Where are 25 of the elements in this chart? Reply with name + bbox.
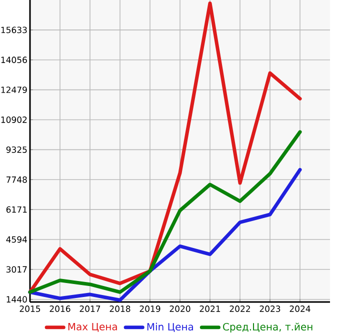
legend-label: Сред.Цена, т.йен [223,322,312,332]
y-tick-label: 14056 [1,56,27,64]
y-tick-label: 9325 [6,146,27,153]
x-tick-label: 2019 [140,306,160,312]
x-tick-label: 2017 [80,306,100,312]
x-tick-label: 2015 [20,306,40,312]
legend-label: Min Цена [147,322,193,332]
y-tick-label: 15633 [1,26,27,34]
x-tick-label: 2023 [260,306,280,312]
x-tick-label: 2024 [290,306,310,312]
x-tick-label: 2021 [200,306,220,312]
y-tick-label: 4594 [6,236,27,243]
line-series [28,130,302,294]
y-tick-label: 1440 [6,296,27,303]
y-tick-label: 12479 [1,86,27,94]
y-tick-label: 10902 [1,116,27,123]
legend-label: Max Цена [68,322,117,332]
y-tick-label: 3017 [6,266,27,273]
y-tick-label: 7748 [6,176,27,183]
x-tick-label: 2018 [110,306,130,312]
y-tick-label: 6171 [6,206,27,213]
line-series [28,168,302,302]
x-tick-label: 2020 [170,306,190,312]
x-tick-label: 2016 [50,306,70,312]
x-tick-label: 2022 [230,306,250,312]
